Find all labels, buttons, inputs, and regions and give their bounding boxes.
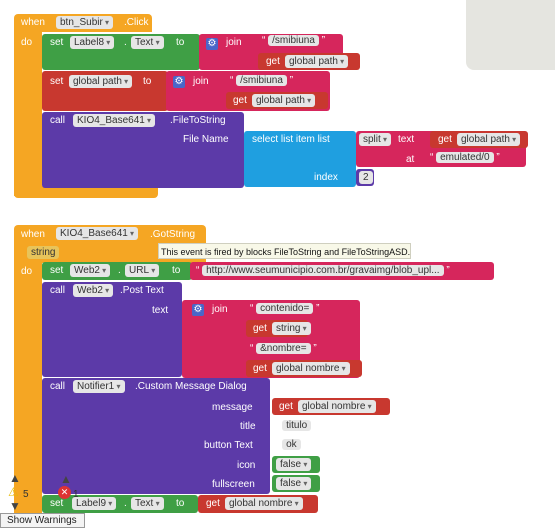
fullscreen-false-dropdown[interactable]: false [276, 477, 312, 490]
button-text-label: button Text [204, 440, 253, 451]
titulo-text[interactable]: titulo [282, 420, 312, 431]
call-keyword-2: call [50, 285, 66, 296]
global-path-var-dropdown[interactable]: global path [69, 75, 133, 88]
url-property-dropdown[interactable]: URL [125, 264, 160, 277]
contenido-text[interactable]: contenido= [256, 303, 314, 314]
text-literal-url[interactable]: “ http://www.seumunicipio.com.br/gravaim… [196, 265, 450, 276]
kio4-dropdown[interactable]: KIO4_Base641 [73, 114, 156, 127]
file-name-label: File Name [183, 134, 229, 145]
get-keyword-4: get [253, 323, 267, 334]
get-keyword-5: get [253, 363, 267, 374]
join-keyword-2: join [193, 76, 209, 87]
web2-dropdown[interactable]: Web2 [70, 264, 111, 277]
component-dropdown-btn-subir[interactable]: btn_Subir [56, 16, 114, 29]
error-up-arrow-icon[interactable]: ▲ [60, 472, 72, 486]
index-label: index [314, 172, 338, 183]
global-path-dropdown[interactable]: global path [285, 55, 349, 68]
event-tooltip: This event is fired by blocks FileToStri… [158, 243, 411, 259]
fullscreen-label: fullscreen [212, 479, 255, 490]
icon-false-dropdown[interactable]: false [276, 458, 312, 471]
dialog-method: .Custom Message Dialog [135, 381, 247, 392]
text-property-dropdown-2[interactable]: Text [131, 497, 164, 510]
show-warnings-button[interactable]: Show Warnings [0, 513, 85, 528]
tooltip-text: This event is fired by blocks FileToStri… [161, 247, 411, 257]
collapsed-block[interactable] [466, 0, 555, 70]
call-keyword: call [50, 115, 66, 126]
text-literal-contenido[interactable]: “ contenido= ” [250, 303, 320, 314]
text-arg-label: text [398, 134, 415, 145]
event-name-2: .GotString [150, 229, 196, 240]
text-literal-nombre[interactable]: “ &nombre= ” [250, 343, 317, 354]
emulated-text[interactable]: emulated/0 [436, 152, 494, 163]
label8-dropdown[interactable]: Label8 [70, 36, 115, 49]
error-icon: ✕ [58, 486, 71, 499]
label9-dropdown[interactable]: Label9 [72, 497, 117, 510]
do-keyword-2: do [21, 266, 33, 277]
string-var-dropdown[interactable]: string [272, 322, 311, 335]
get-keyword-3: get [438, 134, 452, 145]
text-literal-smibiuna-2[interactable]: “ /smibiuna ” [230, 75, 294, 86]
to-keyword-2: to [143, 76, 152, 87]
global-path-dropdown-2[interactable]: global path [252, 94, 316, 107]
smibiuna-text[interactable]: /smibiuna [268, 35, 319, 46]
when-keyword: when [21, 17, 45, 28]
to-keyword-4: to [176, 498, 185, 509]
get-keyword-6: get [279, 401, 293, 412]
method-name: .FileToString [170, 115, 226, 126]
when-keyword-2: when [21, 229, 45, 240]
component-dropdown-kio4[interactable]: KIO4_Base641 [56, 227, 139, 240]
text-literal-titulo[interactable]: “ titulo ” [276, 420, 318, 431]
show-warnings-label: Show Warnings [7, 515, 77, 526]
smibiuna-text-2[interactable]: /smibiuna [236, 75, 287, 86]
text-literal-ok[interactable]: “ ok ” [276, 439, 307, 450]
call-keyword-3: call [50, 381, 66, 392]
warning-triangle-icon: ⚠ [8, 485, 19, 499]
join-keyword-3: join [212, 304, 228, 315]
text-arg-label-2: text [152, 305, 169, 316]
text-property-dropdown[interactable]: Text [131, 36, 164, 49]
global-nombre-dropdown-2[interactable]: global nombre [298, 400, 376, 413]
get-keyword: get [266, 56, 280, 67]
notifier-dropdown[interactable]: Notifier1 [73, 380, 125, 393]
ok-text[interactable]: ok [282, 439, 301, 450]
global-nombre-dropdown-3[interactable]: global nombre [225, 497, 303, 510]
warning-count: 5 [23, 489, 29, 500]
get-keyword-2: get [233, 95, 247, 106]
web2-dropdown-2[interactable]: Web2 [73, 284, 114, 297]
dot-3: . [124, 498, 127, 509]
url-text[interactable]: http://www.seumunicipio.com.br/gravaimg/… [202, 265, 444, 276]
join-gear-icon[interactable]: ⚙ [206, 38, 218, 50]
error-count: 1 [73, 489, 79, 500]
set-keyword-2: set [50, 76, 64, 87]
join-keyword: join [226, 37, 242, 48]
select-list-item-label: select list item list [252, 134, 330, 145]
set-keyword-4: set [50, 498, 64, 509]
global-path-dropdown-3[interactable]: global path [457, 133, 521, 146]
icon-label: icon [237, 460, 256, 471]
to-keyword-3: to [172, 265, 181, 276]
to-keyword: to [176, 37, 185, 48]
at-label: at [406, 154, 415, 165]
join-gear-icon-2[interactable]: ⚙ [173, 76, 185, 88]
event-name: .Click [124, 17, 149, 28]
get-keyword-7: get [206, 498, 220, 509]
split-dropdown[interactable]: split [359, 133, 392, 146]
post-text-method: .Post Text [120, 285, 164, 296]
message-label: message [212, 402, 253, 413]
collapse-down-arrow-icon[interactable]: ▼ [9, 499, 21, 513]
join-gear-icon-3[interactable]: ⚙ [192, 304, 204, 316]
title-label: title [240, 421, 256, 432]
text-literal-emulated[interactable]: “ emulated/0 ” [430, 152, 500, 163]
set-keyword-3: set [50, 265, 64, 276]
nombre-text[interactable]: &nombre= [256, 343, 311, 354]
param-string[interactable]: string [27, 246, 60, 259]
dot-2: . [118, 265, 121, 276]
do-keyword: do [21, 37, 33, 48]
dot: . [124, 37, 127, 48]
index-number[interactable]: 2 [359, 171, 373, 184]
global-nombre-dropdown[interactable]: global nombre [272, 362, 350, 375]
text-literal-smibiuna[interactable]: “ /smibiuna ” [262, 35, 326, 46]
collapse-up-arrow-icon[interactable]: ▲ [9, 471, 21, 485]
set-keyword: set [50, 37, 64, 48]
